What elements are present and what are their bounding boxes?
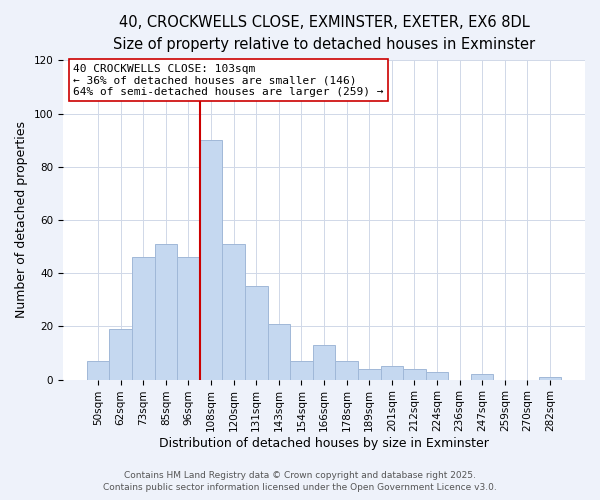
- Bar: [290, 361, 313, 380]
- Bar: [87, 361, 109, 380]
- Bar: [132, 257, 155, 380]
- Bar: [313, 345, 335, 380]
- Bar: [539, 377, 561, 380]
- Bar: [155, 244, 177, 380]
- Bar: [471, 374, 493, 380]
- Bar: [358, 369, 380, 380]
- Bar: [380, 366, 403, 380]
- Bar: [109, 329, 132, 380]
- Text: Contains HM Land Registry data © Crown copyright and database right 2025.
Contai: Contains HM Land Registry data © Crown c…: [103, 471, 497, 492]
- X-axis label: Distribution of detached houses by size in Exminster: Distribution of detached houses by size …: [159, 437, 489, 450]
- Bar: [177, 257, 200, 380]
- Y-axis label: Number of detached properties: Number of detached properties: [15, 122, 28, 318]
- Bar: [200, 140, 223, 380]
- Bar: [403, 369, 425, 380]
- Bar: [223, 244, 245, 380]
- Text: 40 CROCKWELLS CLOSE: 103sqm
← 36% of detached houses are smaller (146)
64% of se: 40 CROCKWELLS CLOSE: 103sqm ← 36% of det…: [73, 64, 384, 96]
- Bar: [268, 324, 290, 380]
- Title: 40, CROCKWELLS CLOSE, EXMINSTER, EXETER, EX6 8DL
Size of property relative to de: 40, CROCKWELLS CLOSE, EXMINSTER, EXETER,…: [113, 15, 535, 52]
- Bar: [245, 286, 268, 380]
- Bar: [425, 372, 448, 380]
- Bar: [335, 361, 358, 380]
